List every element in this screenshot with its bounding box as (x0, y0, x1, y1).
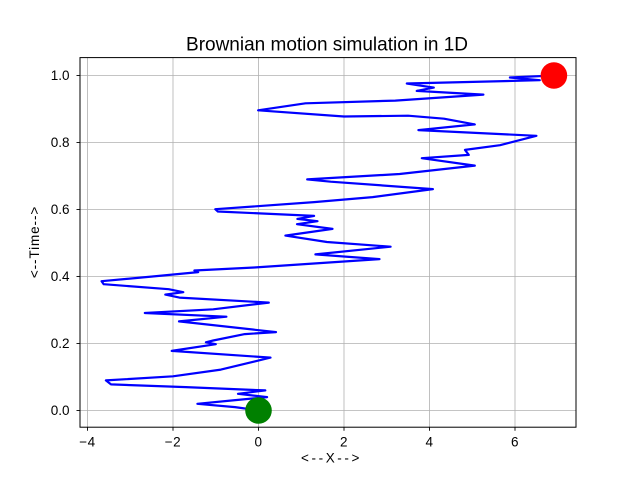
svg-text:0: 0 (254, 435, 262, 450)
svg-text:<--X-->: <--X--> (301, 451, 362, 466)
svg-text:0.4: 0.4 (51, 269, 70, 284)
svg-text:1.0: 1.0 (51, 68, 70, 83)
svg-text:2: 2 (340, 435, 348, 450)
svg-text:6: 6 (511, 435, 519, 450)
svg-text:−2: −2 (165, 435, 181, 450)
svg-text:0.2: 0.2 (51, 336, 70, 351)
svg-text:0.8: 0.8 (51, 135, 70, 150)
svg-text:<--Time-->: <--Time--> (27, 206, 42, 278)
svg-text:0.0: 0.0 (51, 403, 70, 418)
svg-text:0.6: 0.6 (51, 202, 70, 217)
svg-text:−4: −4 (79, 435, 95, 450)
svg-text:4: 4 (425, 435, 433, 450)
svg-text:Brownian motion simulation in: Brownian motion simulation in 1D (186, 35, 468, 56)
